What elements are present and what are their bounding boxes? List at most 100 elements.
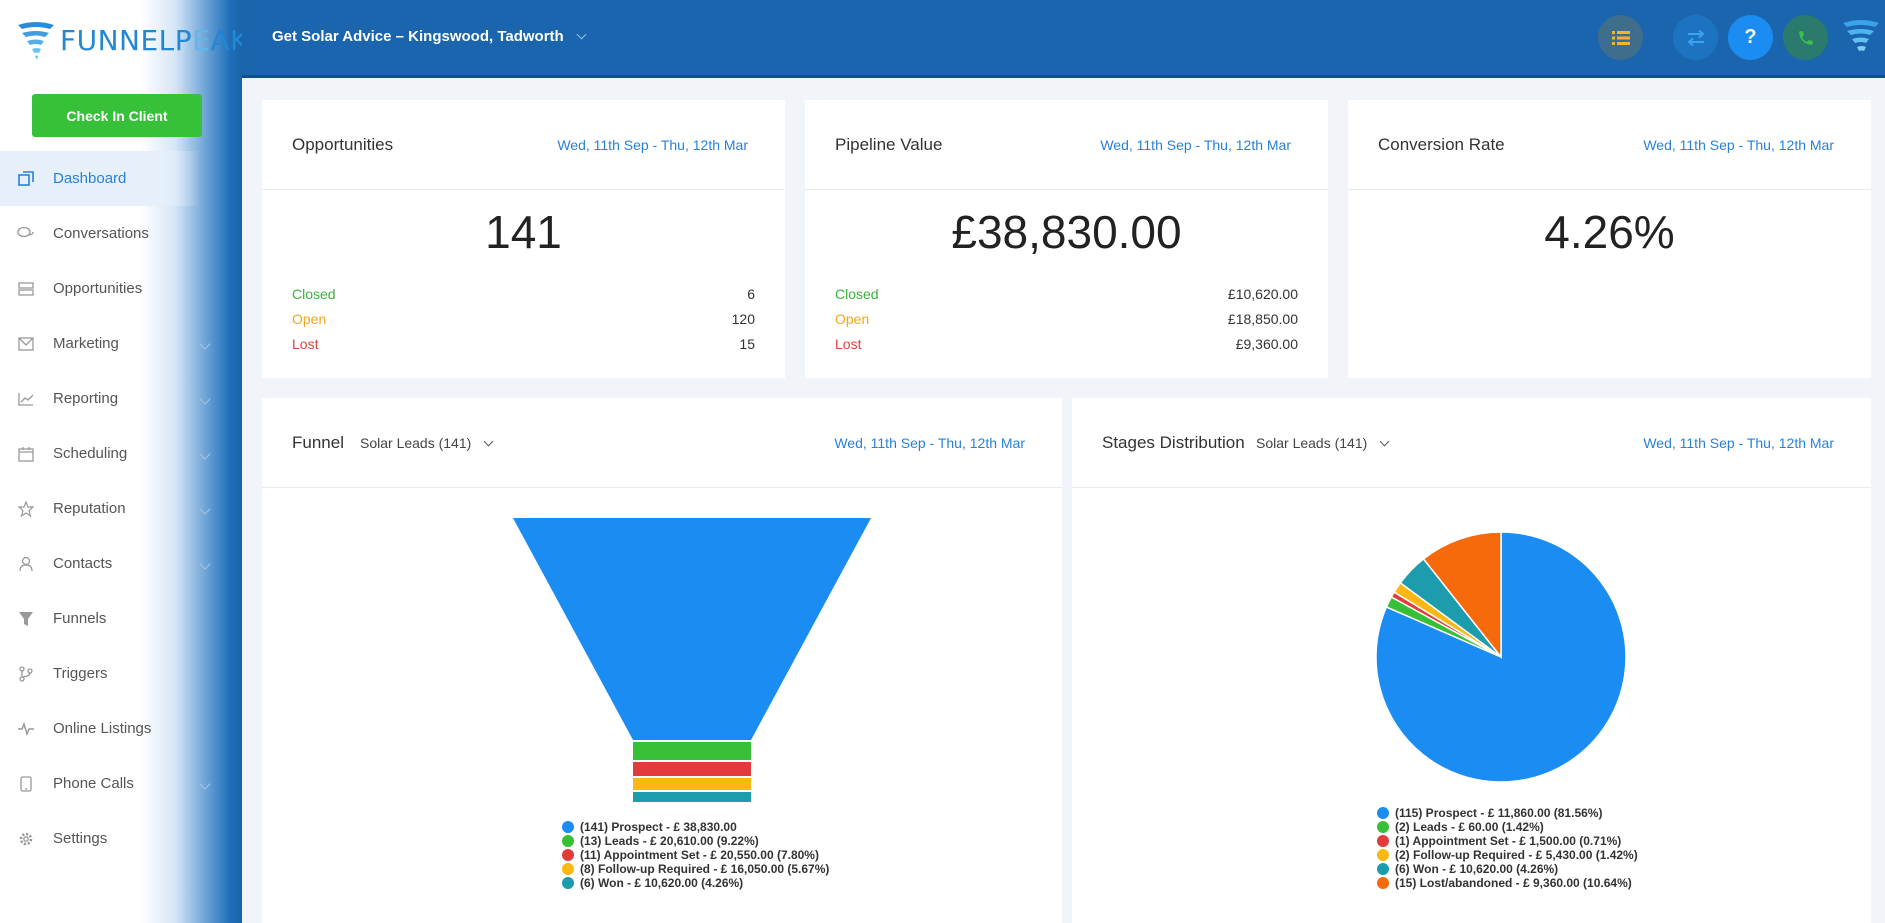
legend-item[interactable]: (15) Lost/abandoned - £ 9,360.00 (10.64%… — [1377, 876, 1638, 890]
funnel-segment-appointment-set[interactable] — [633, 762, 751, 776]
legend-item[interactable]: (13) Leads - £ 20,610.00 (9.22%) — [562, 834, 829, 848]
legend-dot — [562, 877, 574, 889]
sidebar-item-settings[interactable]: Settings — [0, 811, 242, 866]
sidebar-item-marketing[interactable]: Marketing — [0, 316, 242, 371]
date-range-selector[interactable]: Wed, 11th Sep - Thu, 12th Mar — [1643, 137, 1834, 153]
sidebar-item-contacts[interactable]: Contacts — [0, 536, 242, 591]
legend-label: (2) Follow-up Required - £ 5,430.00 (1.4… — [1395, 848, 1638, 862]
date-range-selector[interactable]: Wed, 11th Sep - Thu, 12th Mar — [557, 137, 748, 153]
chevron-down-icon — [576, 29, 587, 40]
legend-dot — [1377, 821, 1389, 833]
legend-item[interactable]: (6) Won - £ 10,620.00 (4.26%) — [562, 876, 829, 890]
legend-item[interactable]: (2) Follow-up Required - £ 5,430.00 (1.4… — [1377, 848, 1638, 862]
legend-dot — [562, 835, 574, 847]
pie-slice-lost-abandoned[interactable] — [1422, 531, 1502, 660]
brand-logo[interactable]: FUNNELPEAK — [16, 18, 249, 62]
pipeline-value-card: Pipeline Value Wed, 11th Sep - Thu, 12th… — [805, 100, 1328, 378]
check-in-client-button[interactable]: Check In Client — [32, 94, 202, 137]
sidebar-item-conversations[interactable]: Conversations — [0, 206, 242, 261]
sidebar-item-label: Phone Calls — [53, 775, 134, 792]
chevron-down-icon — [199, 338, 211, 350]
card-title: Stages Distribution — [1102, 433, 1245, 452]
sidebar-item-label: Settings — [53, 830, 108, 847]
legend-item[interactable]: (8) Follow-up Required - £ 16,050.00 (5.… — [562, 862, 829, 876]
legend-dot — [562, 863, 574, 875]
card-header: Stages Distribution Solar Leads (141) We… — [1072, 398, 1871, 488]
opportunities-icon — [17, 280, 35, 298]
sidebar-item-opportunities[interactable]: Opportunities — [0, 261, 242, 316]
tornado-logo-icon — [18, 22, 54, 60]
stat-row-closed: Closed 6 — [292, 286, 755, 302]
stat-row-open: Open £18,850.00 — [835, 311, 1298, 327]
account-avatar-button[interactable] — [1838, 15, 1883, 60]
topbar: Get Solar Advice – Kingswood, Tadworth ? — [242, 0, 1885, 78]
sidebar-item-label: Reporting — [53, 390, 119, 407]
legend-item[interactable]: (1) Appointment Set - £ 1,500.00 (0.71%) — [1377, 834, 1638, 848]
legend-item[interactable]: (115) Prospect - £ 11,860.00 (81.56%) — [1377, 806, 1638, 820]
opportunities-card: Opportunities Wed, 11th Sep - Thu, 12th … — [262, 100, 785, 378]
date-range-selector[interactable]: Wed, 11th Sep - Thu, 12th Mar — [834, 435, 1025, 451]
card-header: Pipeline Value Wed, 11th Sep - Thu, 12th… — [805, 100, 1328, 190]
sidebar-item-label: Scheduling — [53, 445, 128, 462]
sidebar-item-label: Online Listings — [53, 720, 152, 737]
pulse-icon — [17, 720, 35, 738]
card-title: Opportunities — [292, 135, 394, 154]
sidebar-item-label: Contacts — [53, 555, 113, 572]
funnel-card: Funnel Solar Leads (141) Wed, 11th Sep -… — [262, 398, 1062, 923]
legend-item[interactable]: (6) Won - £ 10,620.00 (4.26%) — [1377, 862, 1638, 876]
date-range-selector[interactable]: Wed, 11th Sep - Thu, 12th Mar — [1100, 137, 1291, 153]
legend-dot — [1377, 849, 1389, 861]
conversion-rate-value: 4.26% — [1544, 206, 1675, 258]
funnel-segment-prospect[interactable] — [513, 518, 871, 740]
sidebar-nav: Dashboard Conversations Opportunities Marke… — [0, 151, 242, 866]
sidebar-item-funnels[interactable]: Funnels — [0, 591, 242, 646]
opportunities-total: 141 — [485, 206, 562, 258]
sidebar-item-reputation[interactable]: Reputation — [0, 481, 242, 536]
sidebar-item-label: Triggers — [53, 665, 108, 682]
star-icon — [17, 500, 35, 518]
stat-row-open: Open 120 — [292, 311, 755, 327]
legend-item[interactable]: (11) Appointment Set - £ 20,550.00 (7.80… — [562, 848, 829, 862]
conversion-rate-card: Conversion Rate Wed, 11th Sep - Thu, 12t… — [1348, 100, 1871, 378]
chevron-down-icon — [483, 436, 494, 446]
sidebar-item-scheduling[interactable]: Scheduling — [0, 426, 242, 481]
funnel-segment-leads[interactable] — [633, 742, 751, 760]
legend-item[interactable]: (141) Prospect - £ 38,830.00 — [562, 820, 829, 834]
legend-label: (6) Won - £ 10,620.00 (4.26%) — [1395, 862, 1559, 876]
sidebar-item-reporting[interactable]: Reporting — [0, 371, 242, 426]
help-button[interactable]: ? — [1728, 15, 1773, 60]
legend-item[interactable]: (2) Leads - £ 60.00 (1.42%) — [1377, 820, 1638, 834]
date-range-selector[interactable]: Wed, 11th Sep - Thu, 12th Mar — [1643, 435, 1834, 451]
stat-row-lost: Lost £9,360.00 — [835, 336, 1298, 352]
sidebar-item-phone-calls[interactable]: Phone Calls — [0, 756, 242, 811]
calendar-icon — [17, 445, 35, 463]
sidebar-item-online-listings[interactable]: Online Listings — [0, 701, 242, 756]
logo-icon — [1842, 19, 1879, 51]
pipeline-selector-label: Solar Leads (141) — [1256, 435, 1368, 451]
conversations-icon — [17, 225, 35, 243]
funnel-segment-follow-up-required[interactable] — [633, 778, 751, 790]
mail-icon — [17, 335, 35, 353]
card-title: Conversion Rate — [1378, 135, 1505, 154]
funnel-segment-won[interactable] — [633, 792, 751, 802]
card-header: Conversion Rate Wed, 11th Sep - Thu, 12t… — [1348, 100, 1871, 190]
location-selector[interactable]: Get Solar Advice – Kingswood, Tadworth — [272, 28, 587, 45]
chevron-down-icon — [1379, 436, 1390, 446]
switch-account-button[interactable] — [1673, 15, 1718, 60]
phone-button[interactable] — [1783, 15, 1828, 60]
chevron-down-icon — [199, 503, 211, 515]
swap-icon — [1686, 29, 1705, 46]
dashboard-icon — [17, 170, 35, 188]
stages-pie-chart — [1375, 531, 1627, 783]
legend-label: (141) Prospect - £ 38,830.00 — [580, 820, 737, 834]
legend-dot — [1377, 835, 1389, 847]
stat-row-lost: Lost 15 — [292, 336, 755, 352]
pipeline-selector[interactable]: Solar Leads (141) — [360, 435, 494, 451]
gear-icon — [17, 830, 35, 848]
triggers-icon — [17, 665, 35, 683]
sidebar-item-triggers[interactable]: Triggers — [0, 646, 242, 701]
sidebar-item-dashboard[interactable]: Dashboard — [0, 151, 242, 206]
pipeline-selector[interactable]: Solar Leads (141) — [1256, 435, 1390, 451]
task-list-button[interactable] — [1598, 15, 1643, 60]
sidebar-item-label: Conversations — [53, 225, 149, 242]
